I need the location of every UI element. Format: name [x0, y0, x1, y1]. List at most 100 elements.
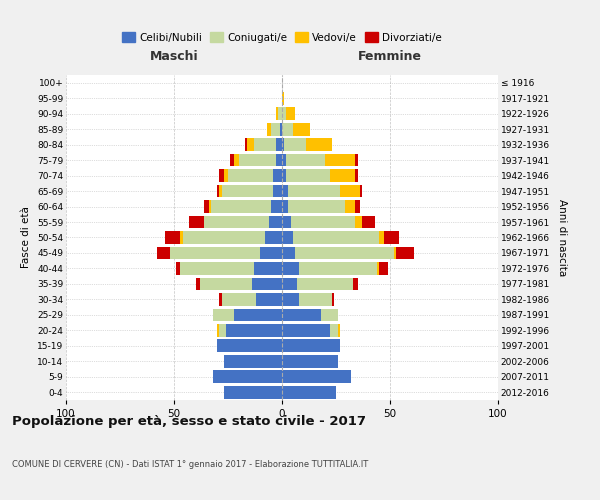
Bar	[297, 278, 353, 290]
Bar	[383, 231, 398, 244]
Bar	[166, 231, 181, 244]
Bar	[220, 184, 221, 198]
Bar	[286, 108, 295, 120]
Bar	[252, 278, 282, 290]
Bar	[275, 138, 282, 151]
Bar	[256, 293, 282, 306]
Bar	[355, 216, 362, 228]
Bar	[196, 278, 200, 290]
Bar	[157, 246, 170, 260]
Text: Popolazione per età, sesso e stato civile - 2017: Popolazione per età, sesso e stato civil…	[12, 415, 366, 428]
Text: COMUNE DI CERVERE (CN) - Dati ISTAT 1° gennaio 2017 - Elaborazione TUTTITALIA.IT: COMUNE DI CERVERE (CN) - Dati ISTAT 1° g…	[12, 460, 368, 469]
Bar	[282, 324, 329, 336]
Bar	[282, 370, 351, 383]
Bar	[271, 200, 282, 213]
Bar	[245, 138, 247, 151]
Bar	[176, 262, 181, 275]
Bar	[274, 169, 282, 182]
Bar	[344, 200, 355, 213]
Bar	[209, 200, 211, 213]
Bar	[289, 200, 344, 213]
Bar	[353, 278, 358, 290]
Bar	[293, 231, 379, 244]
Bar	[181, 231, 182, 244]
Bar	[204, 200, 209, 213]
Bar	[230, 154, 235, 166]
Bar	[293, 123, 310, 136]
Text: Maschi: Maschi	[149, 50, 199, 62]
Bar	[282, 200, 289, 213]
Y-axis label: Anni di nascita: Anni di nascita	[557, 199, 566, 276]
Bar	[290, 216, 355, 228]
Bar	[278, 108, 282, 120]
Bar	[213, 308, 235, 321]
Bar	[182, 231, 265, 244]
Bar	[282, 154, 286, 166]
Bar	[286, 169, 329, 182]
Bar	[224, 169, 228, 182]
Bar	[321, 308, 338, 321]
Bar	[355, 169, 358, 182]
Bar	[282, 184, 289, 198]
Bar	[377, 262, 379, 275]
Bar	[282, 262, 299, 275]
Text: Femmine: Femmine	[358, 50, 422, 62]
Bar	[282, 355, 338, 368]
Bar	[306, 138, 332, 151]
Bar	[247, 138, 254, 151]
Bar	[235, 308, 282, 321]
Bar	[282, 278, 297, 290]
Bar	[286, 154, 325, 166]
Bar	[340, 184, 360, 198]
Bar	[397, 246, 414, 260]
Bar	[282, 231, 293, 244]
Bar	[282, 123, 293, 136]
Y-axis label: Fasce di età: Fasce di età	[22, 206, 31, 268]
Bar	[282, 246, 295, 260]
Bar	[280, 123, 282, 136]
Bar	[235, 154, 239, 166]
Bar	[282, 108, 286, 120]
Bar	[274, 184, 282, 198]
Bar	[282, 216, 290, 228]
Bar	[282, 169, 286, 182]
Legend: Celibi/Nubili, Coniugati/e, Vedovi/e, Divorziati/e: Celibi/Nubili, Coniugati/e, Vedovi/e, Di…	[118, 28, 446, 47]
Bar	[282, 308, 321, 321]
Bar	[217, 340, 282, 352]
Bar	[282, 386, 336, 398]
Bar	[254, 138, 275, 151]
Bar	[221, 184, 274, 198]
Bar	[275, 108, 278, 120]
Bar	[289, 184, 340, 198]
Bar	[228, 169, 274, 182]
Bar	[329, 169, 355, 182]
Bar	[299, 293, 332, 306]
Bar	[362, 216, 375, 228]
Bar	[217, 324, 220, 336]
Bar	[338, 324, 340, 336]
Bar	[282, 92, 284, 104]
Bar	[332, 293, 334, 306]
Bar	[360, 184, 362, 198]
Bar	[254, 262, 282, 275]
Bar	[260, 246, 282, 260]
Bar	[220, 169, 224, 182]
Bar	[265, 231, 282, 244]
Bar	[224, 355, 282, 368]
Bar	[271, 123, 280, 136]
Bar	[269, 216, 282, 228]
Bar	[211, 200, 271, 213]
Bar	[329, 324, 338, 336]
Bar	[379, 262, 388, 275]
Bar	[282, 138, 284, 151]
Bar	[275, 154, 282, 166]
Bar	[224, 386, 282, 398]
Bar	[217, 184, 220, 198]
Bar	[189, 216, 204, 228]
Bar	[282, 293, 299, 306]
Bar	[213, 370, 282, 383]
Bar	[220, 293, 221, 306]
Bar	[204, 216, 269, 228]
Bar	[284, 138, 306, 151]
Bar	[200, 278, 252, 290]
